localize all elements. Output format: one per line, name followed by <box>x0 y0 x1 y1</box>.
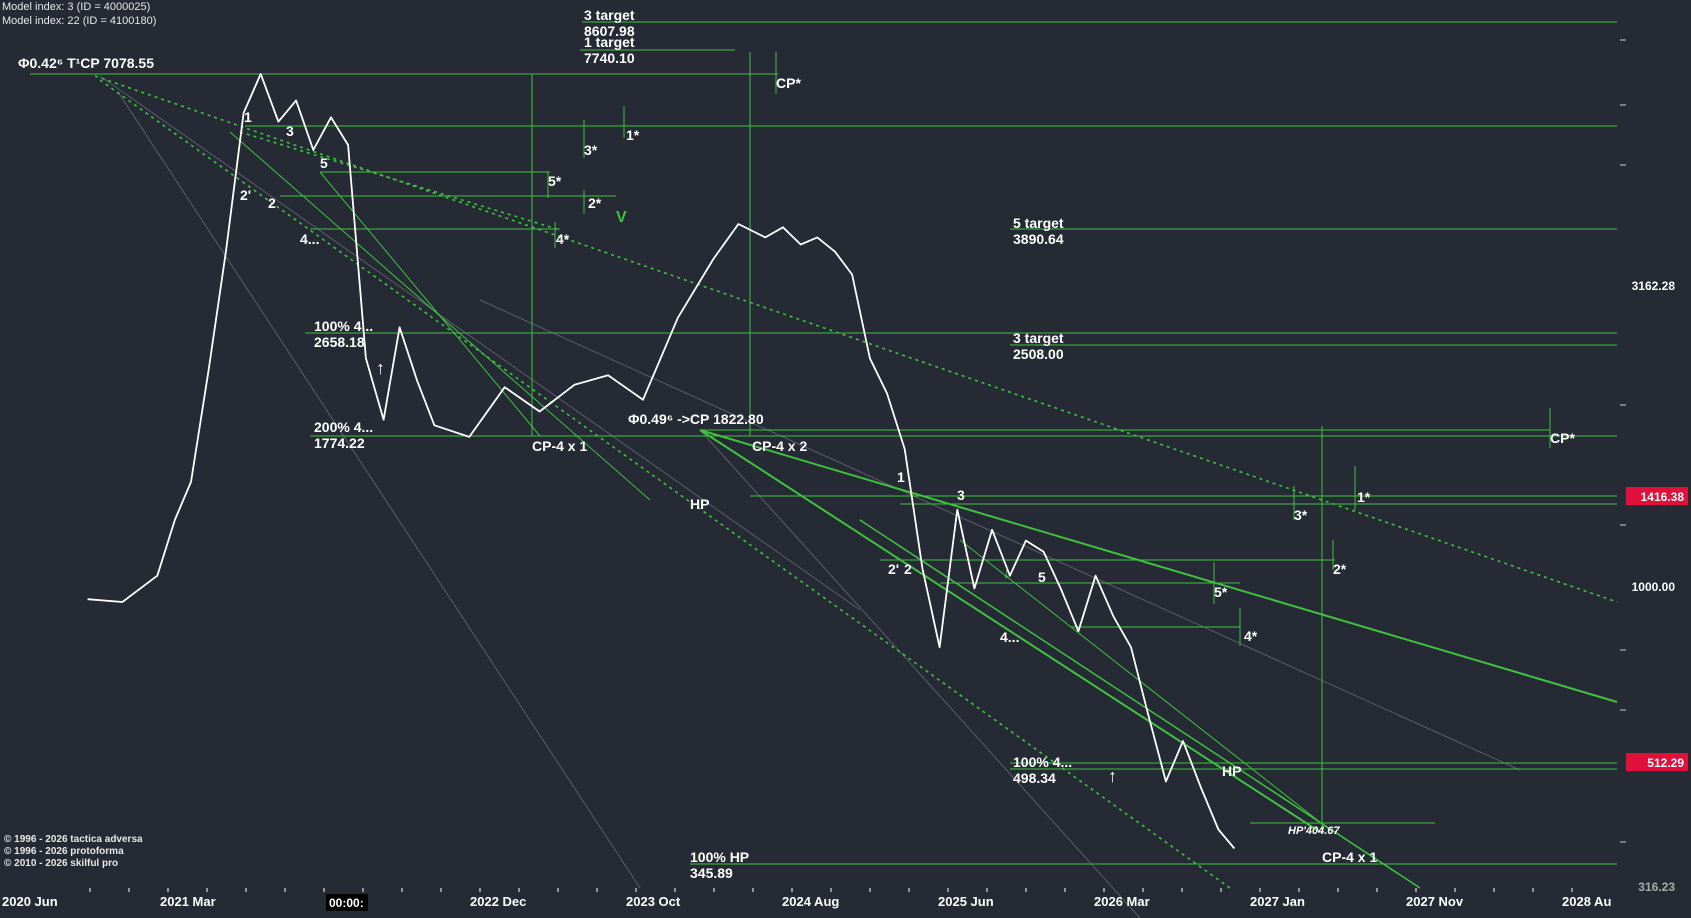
wave-count-label: 1 <box>897 469 905 485</box>
wave-count-label: 3 <box>957 487 965 503</box>
x-tick-label: 2027 Nov <box>1406 894 1464 909</box>
copyright-line-1: © 1996 - 2026 tactica adversa <box>4 834 143 845</box>
v-marker-icon: V <box>616 209 627 226</box>
model-index-line-1: Model index: 3 (ID = 4000025) <box>2 1 151 13</box>
annotation-label: 3 target <box>1013 330 1064 346</box>
annotation-label: 3 target <box>584 7 635 23</box>
x-tick-label: 2028 Au <box>1562 894 1611 909</box>
dotted-trendline <box>99 79 1231 889</box>
y-tick-label: 316.23 <box>1638 880 1675 894</box>
x-tick-label: 2027 Jan <box>1250 894 1305 909</box>
marker-label: CP-4 x 1 <box>532 438 587 454</box>
up-arrow-icon: ↑ <box>1108 766 1117 786</box>
x-tick-label: 2025 Jun <box>938 894 994 909</box>
gray-fan-line <box>479 299 1521 771</box>
annotation-label: 5 target <box>1013 215 1064 231</box>
marker-label: 1* <box>626 127 640 143</box>
annotation-label: Φ0.42⁶ T¹CP 7078.55 <box>18 55 154 71</box>
price-badge-label: 512.29 <box>1647 756 1684 770</box>
annotation-value: 8607.98 <box>584 23 635 39</box>
gray-fan-line <box>117 91 641 889</box>
channel-line <box>959 539 1331 831</box>
price-badge <box>1626 487 1688 505</box>
x-tick-label: 2026 Mar <box>1094 894 1150 909</box>
marker-label: 2* <box>1333 561 1347 577</box>
gray-fan-line <box>99 75 861 611</box>
annotation-label: 200% 4... <box>314 419 373 435</box>
y-tick-label: 3162.28 <box>1632 279 1676 293</box>
marker-label: 3* <box>584 142 598 158</box>
price-badge-label: 1416.38 <box>1641 490 1685 504</box>
gray-fan-line <box>699 429 1141 918</box>
x-tick-label: 2020 Jun <box>2 894 58 909</box>
annotation-value: 2658.18 <box>314 334 365 350</box>
dotted-trendline <box>94 75 1618 603</box>
up-arrow-icon: ↑ <box>376 358 385 378</box>
annotation-value: 7740.10 <box>584 50 635 66</box>
marker-label: CP* <box>776 75 801 91</box>
wave-count-label: 4... <box>300 231 319 247</box>
marker-label: 3* <box>1294 507 1308 523</box>
annotation-value: 1774.22 <box>314 435 365 451</box>
channel-line <box>699 429 1618 703</box>
copyright-line-2: © 1996 - 2026 protoforma <box>4 846 124 857</box>
wave-count-label: 2' <box>240 187 251 203</box>
annotation-value: 345.89 <box>690 865 733 881</box>
x-tick-label: 2022 Dec <box>470 894 526 909</box>
annotation-label: 1 target <box>584 34 635 50</box>
channel-line <box>319 171 541 437</box>
wave-count-label: 1 <box>244 109 252 125</box>
channel-line <box>859 519 1421 889</box>
x-tick-label: 00:00: <box>329 896 364 910</box>
annotation-label: Φ0.49⁶ ->CP 1822.80 <box>628 411 764 427</box>
x-tick-label: 2023 Oct <box>626 894 681 909</box>
marker-label: HP <box>690 496 709 512</box>
channel-line <box>699 429 1321 833</box>
wave-count-label: 3 <box>286 123 294 139</box>
annotation-value: 3890.64 <box>1013 231 1064 247</box>
down-arrow-icon: ↓ <box>1002 562 1011 582</box>
model-index-line-2: Model index: 22 (ID = 4100180) <box>2 15 157 27</box>
price-series <box>87 73 1236 850</box>
marker-label: CP* <box>1550 430 1575 446</box>
x-tick-label: 2021 Mar <box>160 894 216 909</box>
marker-label: 2* <box>588 195 602 211</box>
x-tick-label: 2024 Aug <box>782 894 839 909</box>
annotation-label: HP'404.67 <box>1288 825 1340 837</box>
marker-label: 5* <box>548 173 562 189</box>
marker-label: CP-4 x 2 <box>752 438 807 454</box>
crosshair-time-box <box>326 894 368 911</box>
marker-label: CP-4 x 1 <box>1322 849 1377 865</box>
marker-label: 5* <box>1214 584 1228 600</box>
wave-count-label: 5 <box>1038 569 1046 585</box>
wave-count-label: 2' <box>888 561 899 577</box>
annotation-label: 100% HP <box>690 849 749 865</box>
wave-count-label: 2 <box>268 195 276 211</box>
annotation-value: 498.34 <box>1013 770 1056 786</box>
annotation-label: 100% 4... <box>1013 754 1072 770</box>
marker-label: HP <box>1222 763 1241 779</box>
marker-label: 4* <box>556 231 570 247</box>
annotation-value: 2508.00 <box>1013 346 1064 362</box>
marker-label: 4* <box>1244 628 1258 644</box>
wave-count-label: 4... <box>1000 629 1019 645</box>
marker-label: 1* <box>1357 489 1371 505</box>
copyright-line-3: © 2010 - 2026 skilful pro <box>4 858 119 869</box>
wave-count-label: 2 <box>904 561 912 577</box>
wave-count-label: 5 <box>320 155 328 171</box>
y-tick-label: 1000.00 <box>1632 580 1676 594</box>
price-badge <box>1626 753 1688 771</box>
annotation-label: 100% 4... <box>314 318 373 334</box>
